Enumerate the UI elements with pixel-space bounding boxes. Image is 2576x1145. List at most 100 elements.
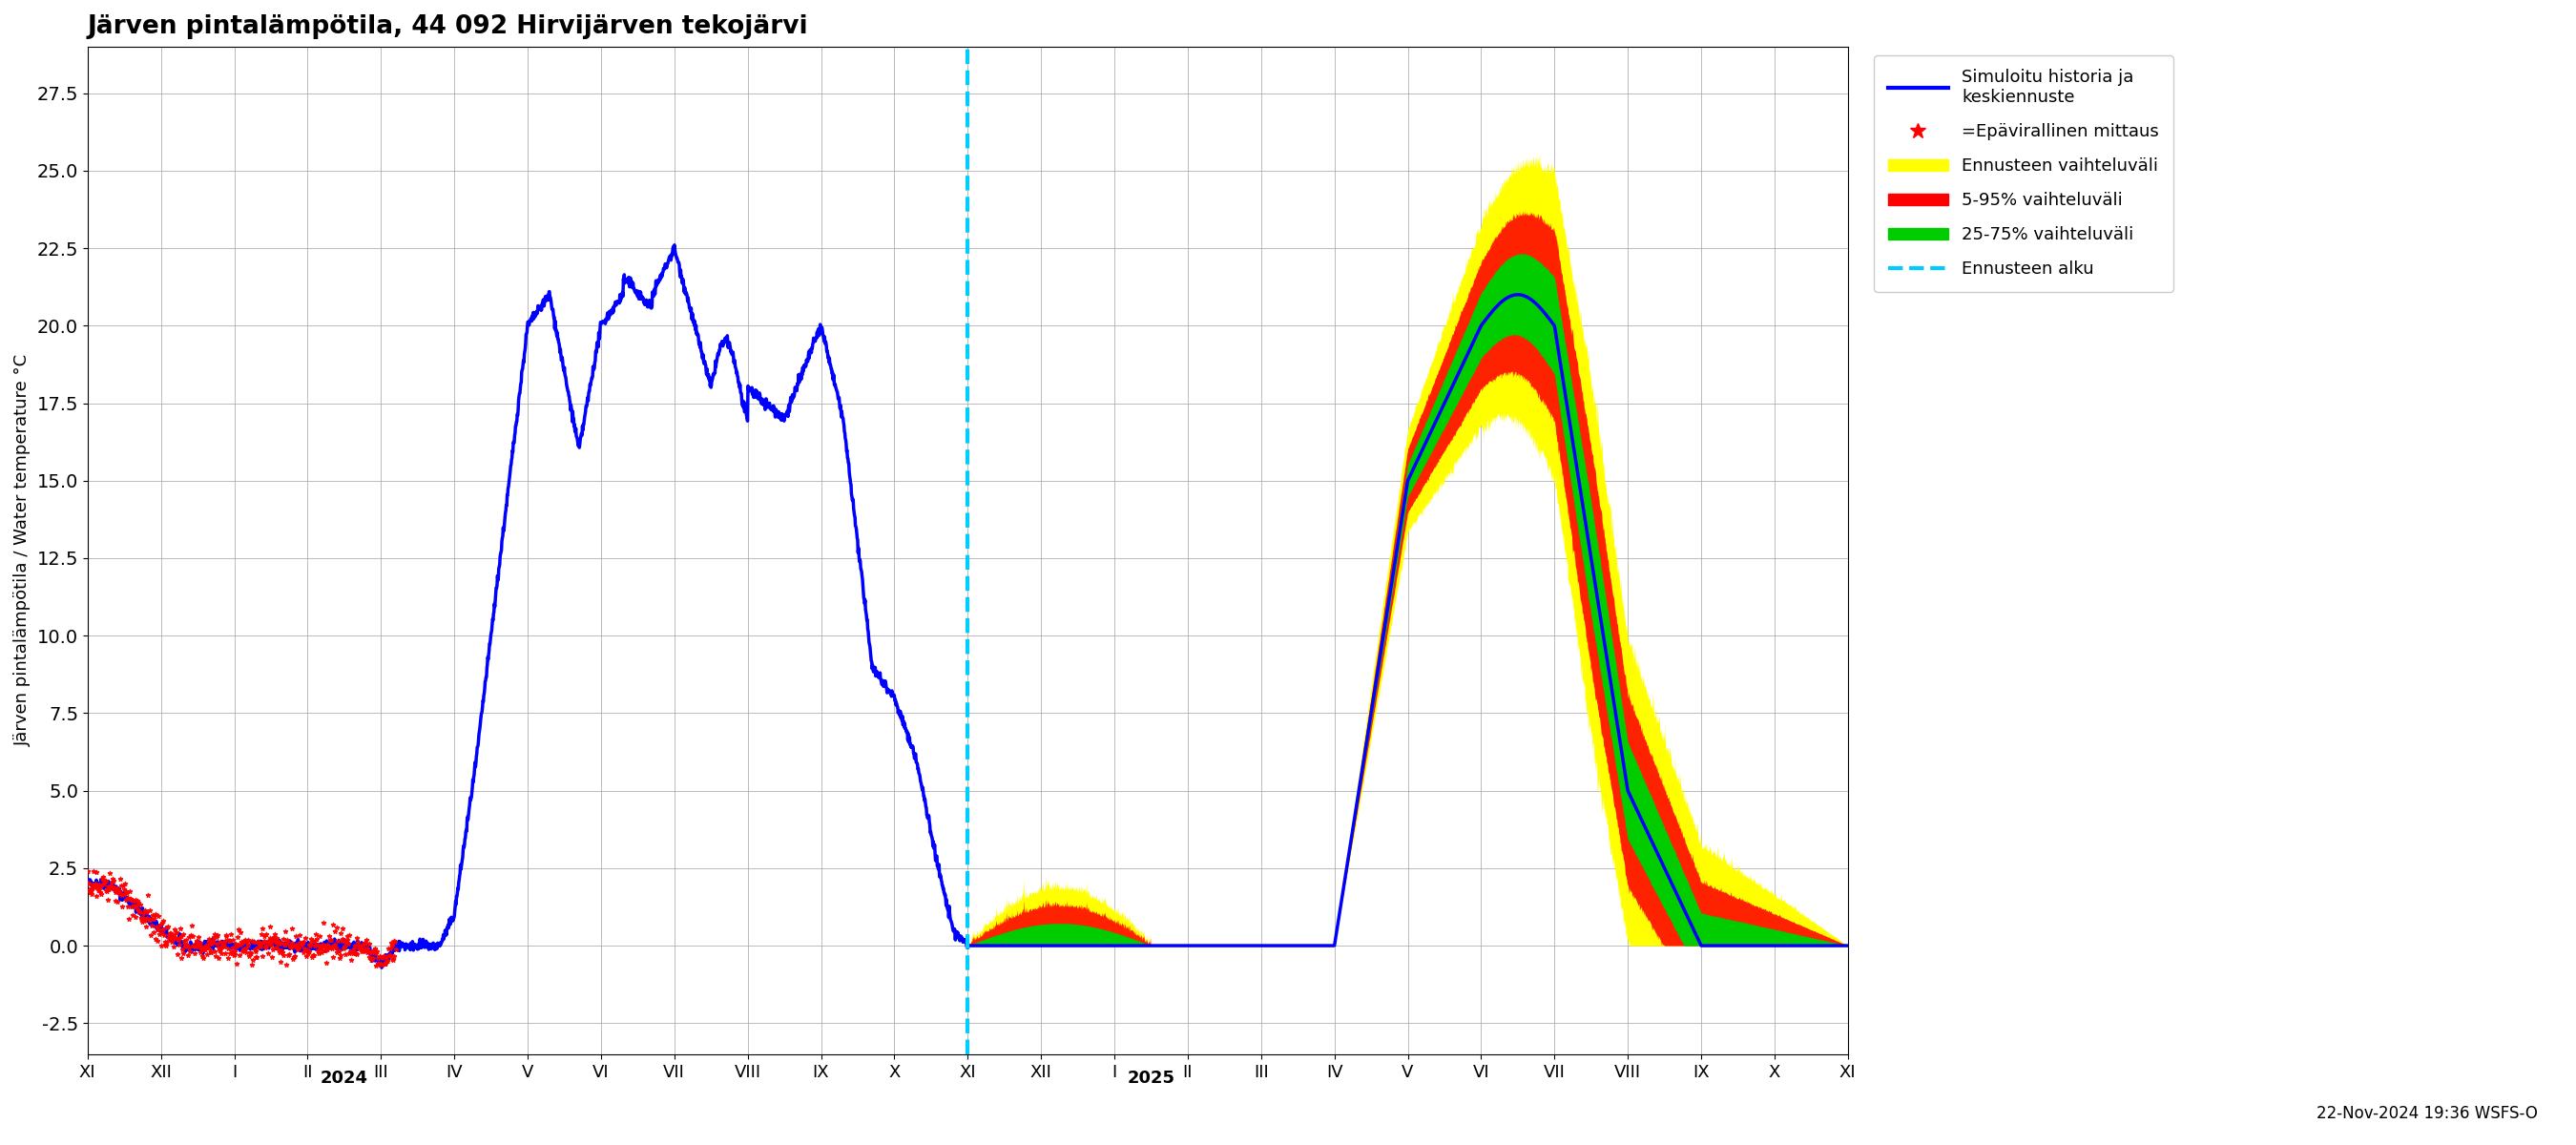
Point: [281, 935, 322, 954]
Point: [67, 874, 108, 892]
Point: [137, 921, 178, 939]
Point: [319, 941, 361, 960]
Point: [88, 891, 129, 909]
Point: [67, 862, 108, 881]
Point: [82, 868, 124, 886]
Point: [106, 882, 147, 900]
Point: [358, 949, 399, 968]
Point: [149, 924, 191, 942]
Point: [296, 925, 337, 943]
Point: [191, 935, 232, 954]
Point: [118, 903, 160, 922]
Text: 2025: 2025: [1128, 1069, 1175, 1087]
Point: [152, 938, 193, 956]
Point: [327, 943, 368, 962]
Point: [93, 878, 134, 897]
Point: [224, 941, 265, 960]
Point: [319, 946, 361, 964]
Point: [309, 931, 350, 949]
Point: [283, 943, 325, 962]
Point: [335, 943, 376, 962]
Point: [330, 943, 371, 962]
Point: [294, 937, 335, 955]
Point: [121, 908, 162, 926]
Point: [180, 940, 222, 958]
Point: [371, 934, 412, 953]
Point: [361, 955, 402, 973]
Point: [355, 942, 397, 961]
Point: [77, 878, 118, 897]
Point: [77, 882, 118, 900]
Point: [100, 898, 142, 916]
Point: [144, 935, 185, 954]
Point: [343, 942, 384, 961]
Point: [95, 892, 137, 910]
Point: [350, 942, 392, 961]
Point: [131, 907, 173, 925]
Point: [278, 939, 319, 957]
Point: [312, 940, 353, 958]
Point: [363, 954, 404, 972]
Point: [286, 929, 327, 947]
Point: [144, 925, 185, 943]
Point: [270, 938, 312, 956]
Point: [214, 946, 255, 964]
Point: [301, 935, 343, 954]
Point: [260, 953, 301, 971]
Point: [124, 909, 165, 927]
Point: [185, 946, 227, 964]
Point: [152, 933, 193, 951]
Point: [294, 946, 335, 964]
Point: [322, 932, 363, 950]
Point: [307, 938, 348, 956]
Point: [325, 939, 366, 957]
Point: [82, 869, 124, 887]
Point: [147, 932, 188, 950]
Point: [111, 890, 152, 908]
Point: [301, 914, 343, 932]
Point: [317, 942, 358, 961]
Point: [178, 937, 219, 955]
Point: [95, 879, 137, 898]
Point: [90, 877, 131, 895]
Point: [173, 937, 214, 955]
Point: [183, 940, 224, 958]
Point: [95, 883, 137, 901]
Point: [167, 947, 209, 965]
Point: [93, 871, 134, 890]
Y-axis label: Järven pintalämpötila / Water temperature °C: Järven pintalämpötila / Water temperatur…: [15, 354, 31, 747]
Point: [103, 879, 144, 898]
Point: [165, 930, 206, 948]
Point: [240, 935, 281, 954]
Point: [232, 932, 273, 950]
Point: [137, 932, 178, 950]
Point: [242, 947, 283, 965]
Point: [363, 947, 404, 965]
Point: [188, 935, 229, 954]
Point: [247, 933, 289, 951]
Text: 22-Nov-2024 19:36 WSFS-O: 22-Nov-2024 19:36 WSFS-O: [2316, 1105, 2537, 1122]
Point: [268, 932, 309, 950]
Point: [185, 940, 227, 958]
Point: [204, 937, 245, 955]
Point: [255, 939, 296, 957]
Point: [229, 943, 270, 962]
Point: [343, 933, 384, 951]
Point: [93, 869, 134, 887]
Point: [337, 934, 379, 953]
Point: [211, 939, 252, 957]
Point: [160, 949, 201, 968]
Point: [157, 930, 198, 948]
Point: [337, 938, 379, 956]
Point: [160, 927, 201, 946]
Point: [72, 876, 113, 894]
Point: [309, 931, 350, 949]
Point: [193, 932, 234, 950]
Point: [142, 937, 183, 955]
Point: [131, 916, 173, 934]
Point: [152, 927, 193, 946]
Point: [142, 911, 183, 930]
Point: [167, 935, 209, 954]
Point: [304, 937, 345, 955]
Point: [355, 939, 397, 957]
